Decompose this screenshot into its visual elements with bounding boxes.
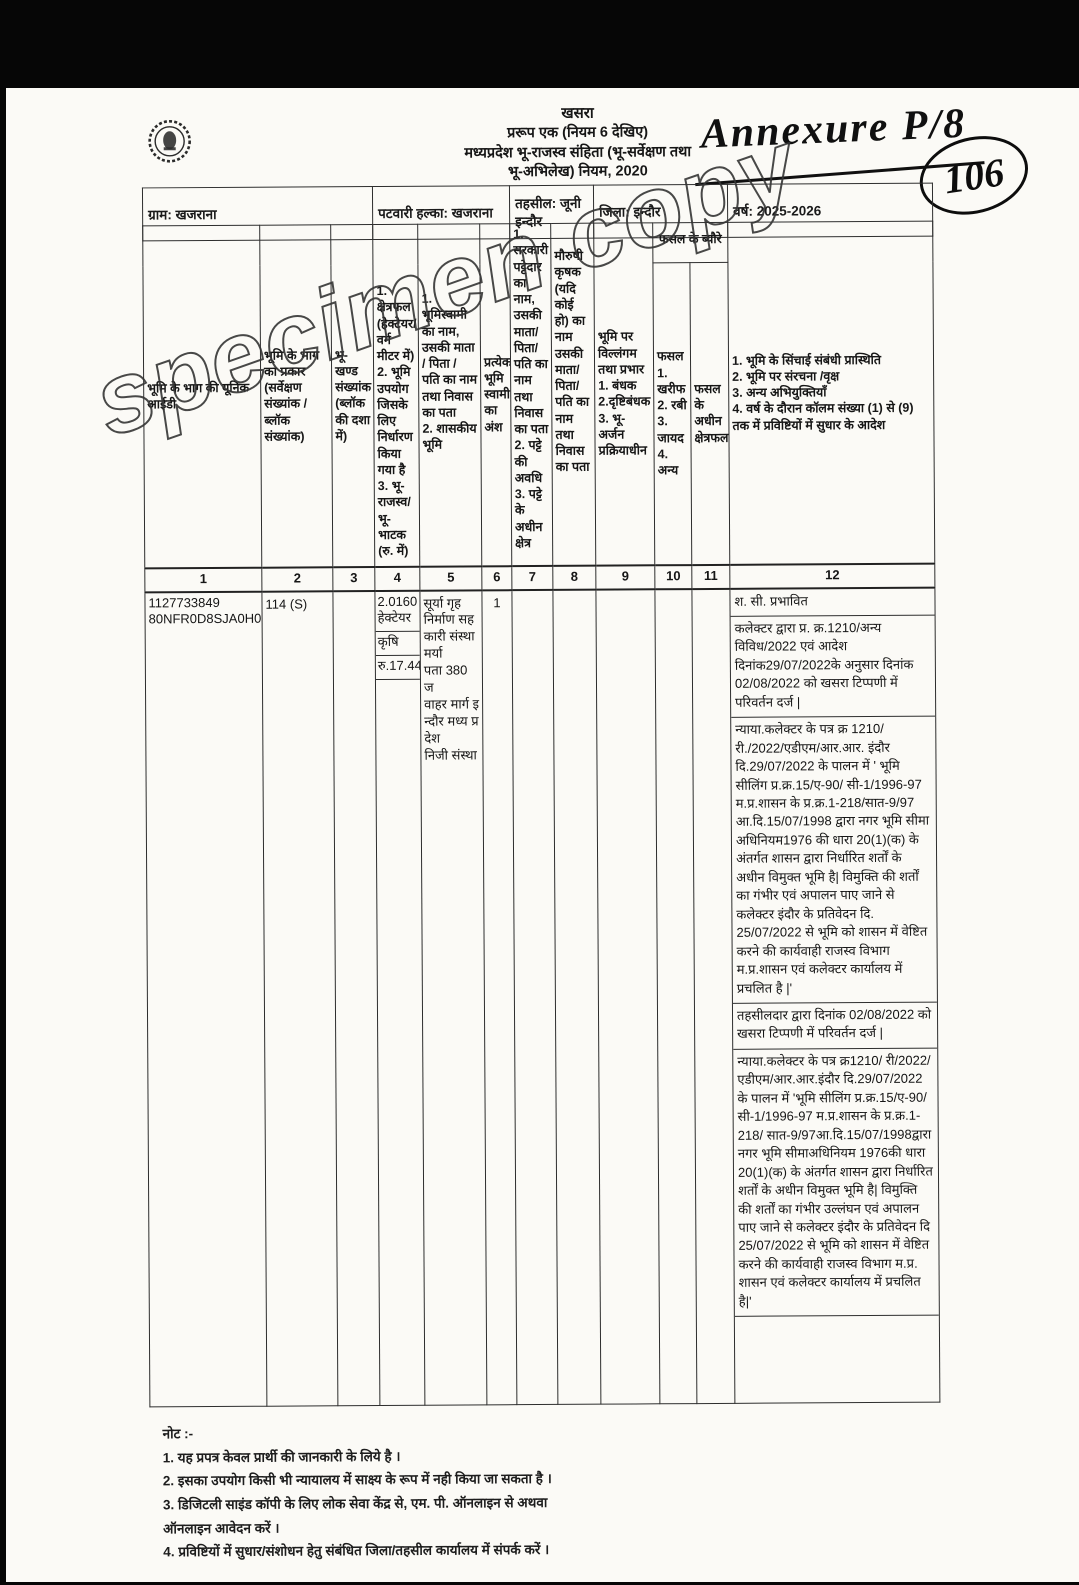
col-number: 5 <box>419 565 482 591</box>
cell-encumbrance <box>595 588 660 1405</box>
header-owner-share: प्रत्येक भूमि स्वामी का अंश <box>479 223 512 566</box>
page-number: 106 <box>940 148 1007 202</box>
header-crop-details-span: फसल के ब्यौरे <box>652 222 728 263</box>
header-crop-area: फसल के अधीन क्षेत्रफल <box>689 262 730 565</box>
col-number: 3 <box>332 566 375 591</box>
header-encumbrance: भूमि पर विल्लंगम तथा प्रभार 1. बंधक 2.दृ… <box>593 222 655 566</box>
unique-id-line-1: 1127733849 <box>148 594 220 610</box>
remark-entry: न्याया.कलेक्टर के पत्र क्र 1210/ री./202… <box>731 716 937 1004</box>
notes-block: नोट :- 1. यह प्रपत्र केवल प्रार्थी की जा… <box>162 1418 813 1564</box>
cell-govt-lessee <box>511 589 558 1405</box>
document-content: खसरा प्ररूप एक (नियम 6 देखिए) मध्यप्रदेश… <box>2 85 1079 1585</box>
unique-id-line-2: 80NFR0D8SJA0H0 <box>148 611 262 627</box>
header-unique-id: भूमि के भाग की यूनिक आईडी <box>142 225 262 568</box>
col-number: 11 <box>691 564 730 589</box>
note-item-3: 3. डिजिटली साइंड कॉपी के लिए लोक सेवा के… <box>162 1494 548 1536</box>
cell-part-type: 114 (S) <box>261 590 338 1407</box>
col-number: 9 <box>595 564 655 590</box>
mp-govt-emblem-logo <box>147 118 193 164</box>
col-number: 10 <box>654 564 692 589</box>
cell-crop-season <box>654 588 697 1404</box>
note-item-4: 4. प्रविष्टियों में सुधार/संशोधन हेतु सं… <box>163 1542 550 1560</box>
remark-entry: कलेक्टर द्वारा प्र. क्र.1210/अन्य विविध/… <box>730 615 936 719</box>
col-number: 7 <box>511 565 553 590</box>
col-number: 12 <box>729 563 935 589</box>
col-number: 1 <box>144 567 262 592</box>
header-remarks: 1. भूमि के सिंचाई संबंधी प्रास्थिति 2. भ… <box>727 221 935 565</box>
remark-entry: तहसीलदार द्वारा दिनांक 02/08/2022 को खसर… <box>732 1002 938 1050</box>
header-crop-season: फसल 1. खरीफ 2. रबी 3. जायद 4. अन्य <box>652 262 692 565</box>
col-number: 2 <box>261 566 333 592</box>
header-maurushi-krishak: मौरुषी कृषक (यदि कोई हो) का नाम उसकी मात… <box>550 223 596 566</box>
land-use-value: कृषि <box>375 632 420 657</box>
khasra-table: भूमि के भाग की यूनिक आईडी भूमि के भाग का… <box>142 221 940 1408</box>
col-number: 8 <box>552 565 596 590</box>
cell-unique-id: 1127733849 80NFR0D8SJA0H0 <box>144 591 267 1407</box>
cell-area-use-revenue: 2.0160 हेक्टेयर कृषि रु.17.44 <box>374 590 425 1406</box>
col-number: 6 <box>481 565 512 590</box>
header-govt-lessee: 1. सरकारी पट्टेदार का नाम, उसकी माता/ पि… <box>509 223 553 566</box>
header-area-use-revenue: 1. क्षेत्रफल (हेक्टेयर/ वर्ग मीटर में) 2… <box>372 224 420 567</box>
cell-land-block <box>332 590 380 1406</box>
cell-maurushi-krishak <box>552 589 601 1405</box>
cell-owner-share: 1 <box>481 589 517 1405</box>
cell-remarks: श. सी. प्रभावित कलेक्टर द्वारा प्र. क्र.… <box>729 587 940 1404</box>
remark-entry: श. सी. प्रभावित <box>730 588 935 617</box>
header-owner: 1. भूमिस्वामी का नाम, उसकी माता / पिता /… <box>417 223 482 567</box>
scanned-page: खसरा प्ररूप एक (नियम 6 देखिए) मध्यप्रदेश… <box>6 88 1079 1582</box>
cell-owner: सूर्या गृह निर्माण सह कारी संस्था मर्या … <box>419 589 487 1406</box>
header-land-block: भू-खण्ड संख्यांक (ब्लॉक की दशा में) <box>330 224 375 567</box>
cell-crop-area <box>691 588 735 1404</box>
header-part-type: भूमि के भाग का प्रकार (सर्वेक्षण संख्यां… <box>259 224 333 568</box>
area-value: 2.0160 हेक्टेयर <box>375 591 420 633</box>
remark-entry: न्याया.कलेक्टर के पत्र क्र1210/ री/2022/… <box>733 1048 939 1318</box>
col-number: 4 <box>374 566 420 591</box>
revenue-value: रु.17.44 <box>375 655 422 681</box>
